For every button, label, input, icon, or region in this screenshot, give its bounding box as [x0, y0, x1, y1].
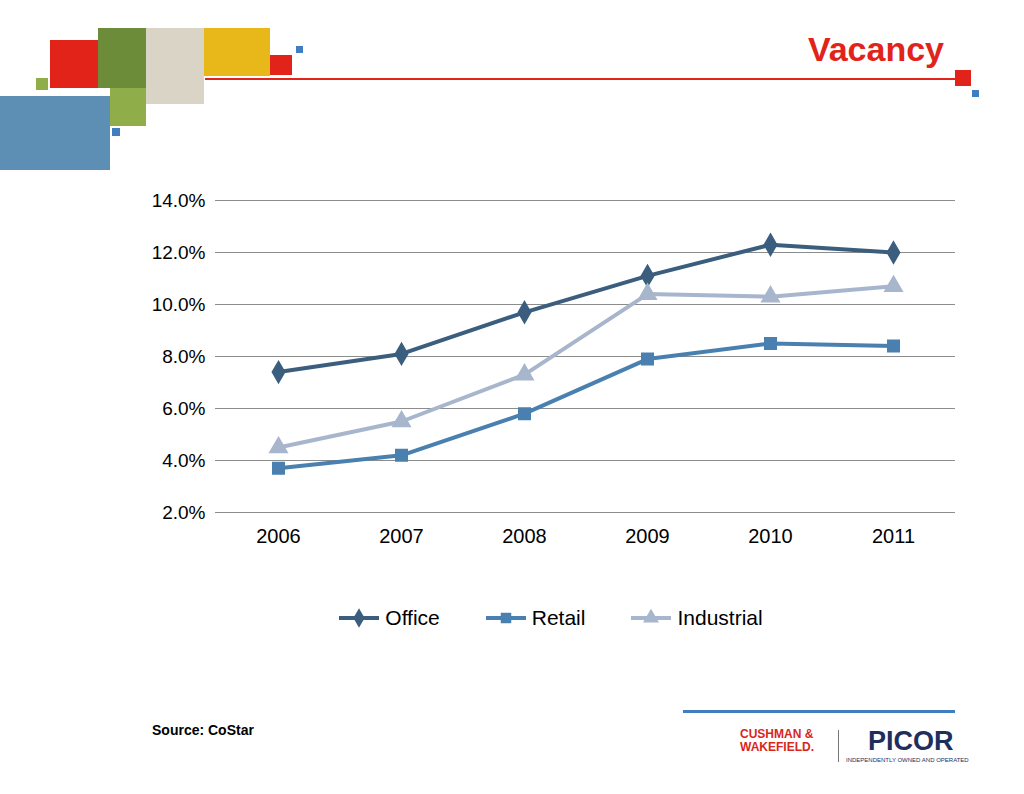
svg-text:2011: 2011 — [872, 525, 915, 547]
svg-text:2008: 2008 — [502, 525, 547, 547]
svg-text:12.0%: 12.0% — [152, 242, 206, 263]
svg-text:2006: 2006 — [256, 525, 301, 547]
svg-text:4.0%: 4.0% — [162, 450, 205, 471]
svg-text:2010: 2010 — [748, 525, 793, 547]
html-text:PICOR: PICOR — [868, 726, 954, 756]
svg-text:8.0%: 8.0% — [162, 346, 205, 367]
html-text:Vacancy: Vacancy — [807, 30, 944, 68]
html-text:CUSHMAN & WAKEFIELD.: CUSHMAN & WAKEFIELD. — [740, 727, 814, 754]
html-text:Office: Office — [385, 606, 440, 629]
svg-text:14.0%: 14.0% — [152, 190, 206, 211]
html-text:INDEPENDENTLY OWNED AND OPERAT: INDEPENDENTLY OWNED AND OPERATED — [846, 757, 969, 763]
html-text:Industrial: Industrial — [677, 606, 763, 629]
svg-text:2.0%: 2.0% — [162, 502, 205, 523]
html-text:Retail: Retail — [531, 606, 586, 629]
svg-text:2009: 2009 — [625, 525, 670, 547]
svg-text:2007: 2007 — [379, 525, 424, 547]
html-text:Source: CoStar: Source: CoStar — [152, 722, 254, 738]
svg-text:6.0%: 6.0% — [162, 398, 205, 419]
svg-text:10.0%: 10.0% — [152, 294, 206, 315]
